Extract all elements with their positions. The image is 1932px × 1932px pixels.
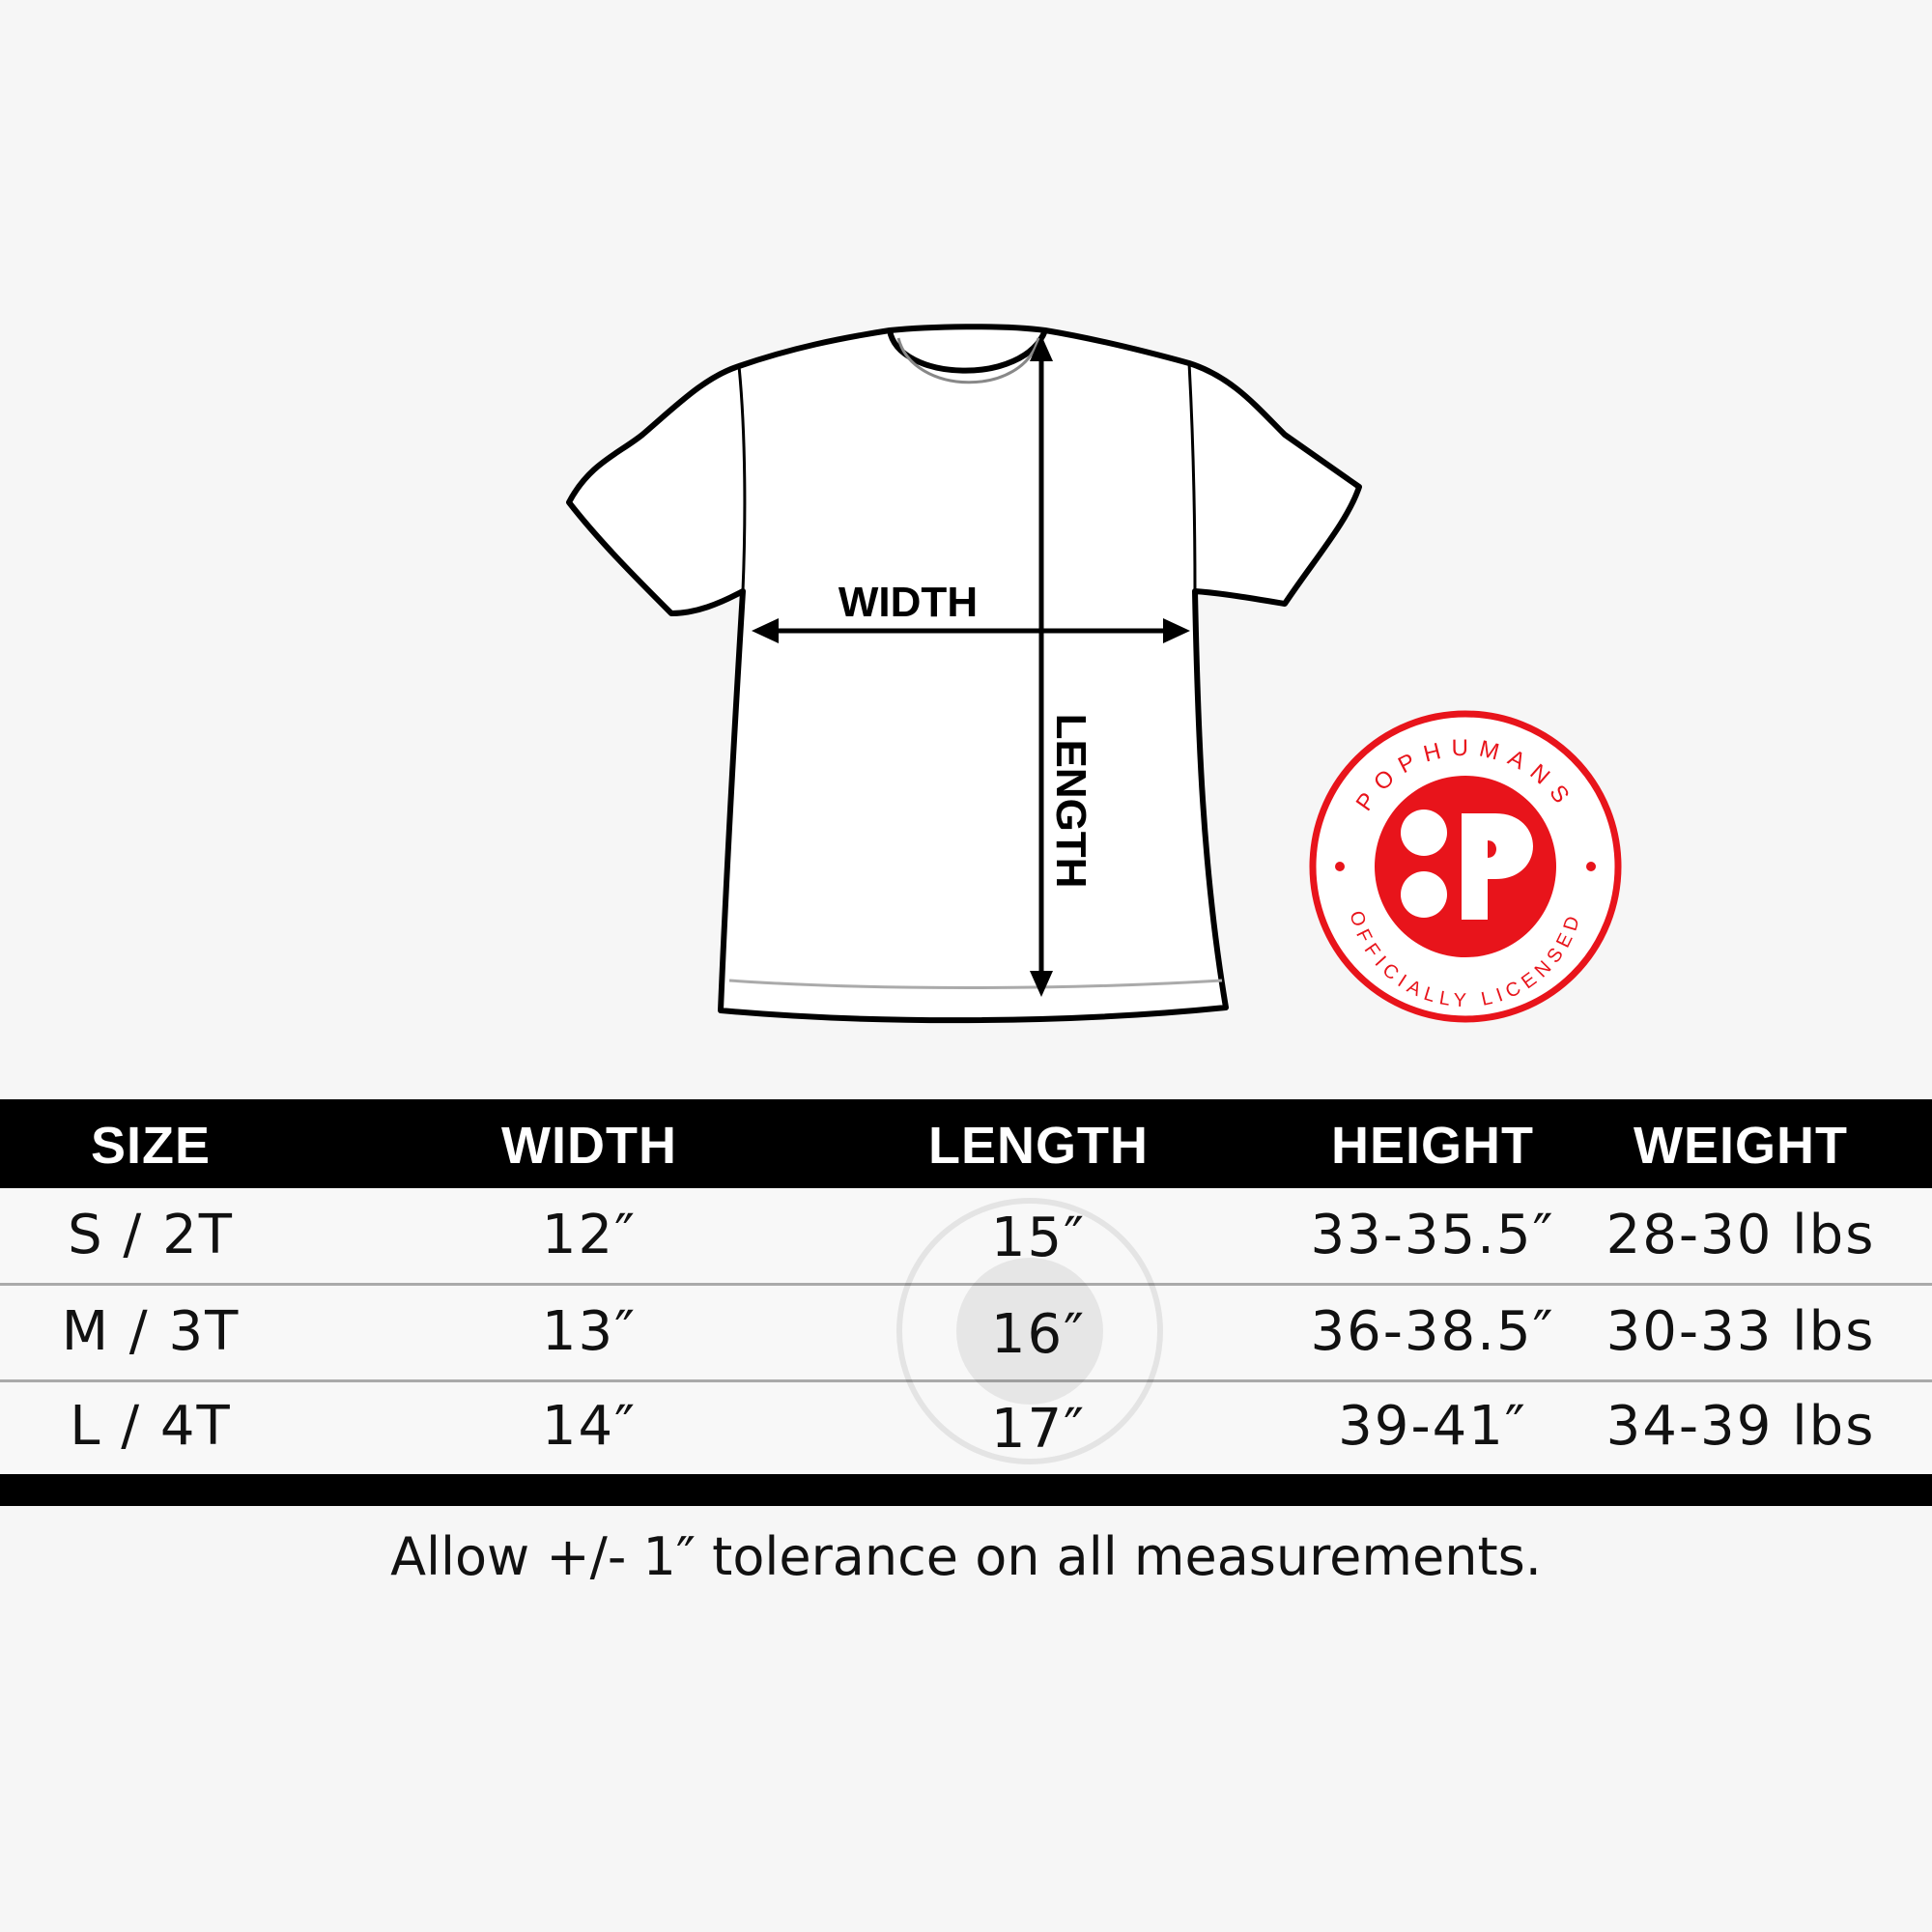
cell-size: M / 3T xyxy=(61,1300,241,1363)
header-weight: WEIGHT xyxy=(1634,1117,1848,1175)
cell-width: 13″ xyxy=(541,1300,638,1363)
cell-size: L / 4T xyxy=(70,1395,232,1458)
length-label: LENGTH xyxy=(1047,714,1094,889)
cell-weight: 28-30 lbs xyxy=(1605,1204,1876,1266)
header-height: HEIGHT xyxy=(1330,1117,1535,1175)
cell-weight: 30-33 lbs xyxy=(1605,1300,1876,1363)
cell-height: 33-35.5″ xyxy=(1310,1204,1555,1266)
cell-width: 14″ xyxy=(541,1395,638,1458)
watermark-logo xyxy=(896,1198,1163,1464)
tshirt-outline xyxy=(566,324,1362,1024)
pophumans-logo: POPHUMANS OFFICIALLY LICENSED xyxy=(1309,710,1622,1023)
header-size: SIZE xyxy=(90,1117,212,1175)
cell-height: 39-41″ xyxy=(1338,1395,1527,1458)
header-width: WIDTH xyxy=(501,1117,677,1175)
cell-width: 12″ xyxy=(541,1204,638,1266)
length-arrow xyxy=(1030,335,1053,997)
cell-height: 36-38.5″ xyxy=(1310,1300,1555,1363)
cell-weight: 34-39 lbs xyxy=(1605,1395,1876,1458)
table-header xyxy=(0,1099,1932,1188)
header-length: LENGTH xyxy=(928,1117,1149,1175)
cell-length: 15″ xyxy=(990,1207,1087,1269)
width-arrow xyxy=(752,618,1190,643)
width-label: WIDTH xyxy=(838,579,978,626)
cell-length: 17″ xyxy=(990,1398,1087,1461)
cell-size: S / 2T xyxy=(68,1204,234,1266)
table-footer-bar xyxy=(0,1474,1932,1506)
cell-length: 16″ xyxy=(990,1303,1087,1366)
tolerance-note: Allow +/- 1″ tolerance on all measuremen… xyxy=(390,1526,1542,1587)
